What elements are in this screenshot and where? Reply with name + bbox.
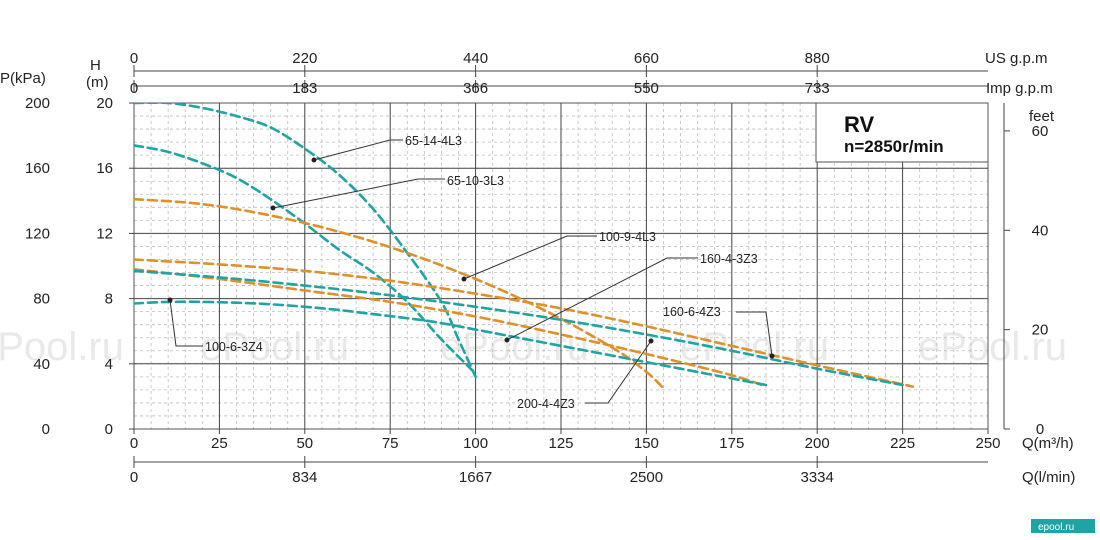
lmin-tick-label: 0 bbox=[130, 469, 138, 486]
x-axis-ticks: 0 25 50 75 100 125 150 175 200 225 250 bbox=[130, 429, 1001, 452]
leader-dot bbox=[504, 337, 510, 343]
pressure-tick-label: 160 bbox=[25, 160, 50, 177]
leader-line bbox=[736, 311, 773, 357]
title-box bbox=[815, 102, 989, 163]
imp-gpm-axis-label: Imp g.p.m bbox=[986, 80, 1053, 97]
curve-160-4-3Z3 bbox=[134, 268, 768, 388]
x-tick-label: 200 bbox=[805, 435, 830, 452]
curve-label: 65-10-3L3 bbox=[447, 174, 504, 188]
feet-axis-label: feet bbox=[1029, 108, 1055, 125]
pressure-ticks: 0 40 80 120 160 200 bbox=[25, 95, 50, 438]
watermark-text: ePool.ru bbox=[918, 325, 1067, 369]
watermark-text: ePool.ru bbox=[200, 325, 349, 369]
leader-line bbox=[506, 257, 698, 341]
pressure-tick-label: 200 bbox=[25, 95, 50, 112]
curve-label: 100-9-4L3 bbox=[599, 230, 656, 244]
lmin-tick-label: 3334 bbox=[801, 469, 834, 486]
leader-dot bbox=[769, 353, 775, 359]
leader-line bbox=[585, 340, 652, 404]
imp-gpm-tick-label: 550 bbox=[634, 80, 659, 97]
curve-label: 65-14-4L3 bbox=[405, 134, 462, 148]
curve-label: 160-4-3Z3 bbox=[700, 252, 758, 266]
imp-gpm-tick-label: 733 bbox=[805, 80, 830, 97]
lmin-tick-label: 1667 bbox=[459, 469, 492, 486]
imp-gpm-tick-label: 366 bbox=[463, 80, 488, 97]
feet-tick-label: 0 bbox=[1036, 421, 1044, 438]
curve-200-4-4Z3 bbox=[134, 269, 904, 387]
x-tick-label: 125 bbox=[548, 435, 573, 452]
chart-subtitle: n=2850r/min bbox=[844, 137, 944, 156]
x-tick-label: 25 bbox=[211, 435, 228, 452]
head-tick-label: 4 bbox=[105, 356, 113, 373]
us-gpm-tick-label: 0 bbox=[130, 50, 138, 67]
chart-title: RV bbox=[844, 112, 874, 137]
lmin-axis-label: Q(l/min) bbox=[1022, 469, 1075, 486]
leader-dot bbox=[311, 157, 317, 163]
x-tick-label: 250 bbox=[975, 435, 1000, 452]
head-tick-label: 16 bbox=[96, 160, 113, 177]
leader-dot bbox=[167, 297, 173, 303]
curve-label: 200-4-4Z3 bbox=[517, 397, 575, 411]
leader-dot bbox=[270, 205, 276, 211]
curve-label: 100-6-3Z4 bbox=[205, 340, 263, 354]
head-tick-label: 12 bbox=[96, 225, 113, 242]
head-tick-label: 20 bbox=[96, 95, 113, 112]
watermark-text: ePool.ru bbox=[0, 325, 124, 369]
curve-label: 160-6-4Z3 bbox=[663, 305, 721, 319]
leader-line bbox=[272, 178, 445, 209]
pressure-tick-label: 80 bbox=[33, 291, 50, 308]
x-tick-label: 0 bbox=[130, 435, 138, 452]
leader-line bbox=[169, 299, 203, 347]
imp-gpm-tick-label: 183 bbox=[292, 80, 317, 97]
curve-65-14-4L3 bbox=[134, 103, 477, 379]
leader-line bbox=[313, 139, 403, 161]
us-gpm-tick-label: 440 bbox=[463, 50, 488, 67]
imp-gpm-tick-label: 0 bbox=[130, 80, 138, 97]
us-gpm-axis-label: US g.p.m bbox=[985, 50, 1048, 67]
lmin-tick-label: 834 bbox=[292, 469, 317, 486]
us-gpm-tick-label: 880 bbox=[805, 50, 830, 67]
head-tick-label: 0 bbox=[105, 421, 113, 438]
pressure-tick-label: 120 bbox=[25, 225, 50, 242]
x-tick-label: 100 bbox=[463, 435, 488, 452]
curve-100-6-3Z4 bbox=[134, 300, 768, 387]
head-ticks: 0 4 8 12 16 20 bbox=[96, 95, 134, 438]
feet-ticks: 0 20 40 60 bbox=[1004, 123, 1048, 438]
x-tick-label: 75 bbox=[382, 435, 399, 452]
epool-logo-text: epool.ru bbox=[1038, 522, 1074, 533]
head-axis-label-h: H bbox=[90, 57, 101, 74]
us-gpm-tick-label: 660 bbox=[634, 50, 659, 67]
leader-line bbox=[463, 235, 597, 280]
imp-gpm-ticks: 0 183 366 550 733 bbox=[130, 80, 830, 97]
pressure-tick-label: 40 bbox=[33, 356, 50, 373]
feet-tick-label: 20 bbox=[1032, 322, 1049, 339]
lmin-ticks: 0 834 1667 2500 3334 bbox=[130, 456, 834, 486]
x-tick-label: 50 bbox=[296, 435, 313, 452]
x-axis-label: Q(m³/h) bbox=[1022, 435, 1074, 452]
x-tick-label: 175 bbox=[719, 435, 744, 452]
head-tick-label: 8 bbox=[105, 291, 113, 308]
us-gpm-ticks: 0 220 440 660 880 bbox=[130, 50, 830, 77]
head-axis-label-unit: (m) bbox=[86, 74, 109, 91]
us-gpm-tick-label: 220 bbox=[292, 50, 317, 67]
x-tick-label: 225 bbox=[890, 435, 915, 452]
pressure-axis-label: P(kPa) bbox=[0, 70, 46, 87]
feet-tick-label: 40 bbox=[1032, 222, 1049, 239]
x-tick-label: 150 bbox=[634, 435, 659, 452]
leader-dot bbox=[648, 338, 654, 344]
pressure-tick-label: 0 bbox=[42, 421, 50, 438]
epool-logo bbox=[1031, 519, 1095, 533]
curve-labels-layer: 65-14-4L3 65-10-3L3 100-9-4L3 160-4-3Z3 160-… bbox=[167, 134, 775, 411]
feet-tick-label: 60 bbox=[1032, 123, 1049, 140]
leader-dot bbox=[461, 276, 467, 282]
lmin-tick-label: 2500 bbox=[630, 469, 663, 486]
